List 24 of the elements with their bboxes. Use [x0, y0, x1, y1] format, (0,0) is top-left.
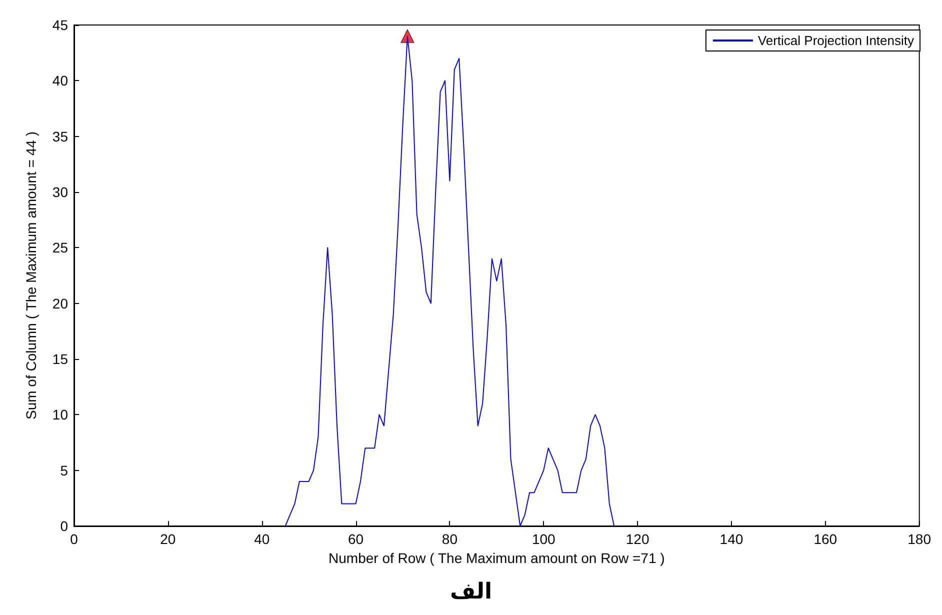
y-tick-label: 40 [52, 72, 68, 89]
y-tick-label: 15 [52, 351, 68, 367]
y-axis-title: Sum of Column ( The Maximum amount = 44 ) [23, 131, 39, 420]
x-tick-label: 20 [160, 531, 176, 547]
x-tick-label: 60 [348, 531, 364, 547]
x-tick-label: 120 [626, 531, 650, 547]
x-tick-label: 0 [70, 531, 78, 547]
y-tick-label: 10 [52, 406, 68, 423]
y-tick-label: 30 [52, 184, 68, 200]
y-tick-label: 45 [52, 17, 68, 33]
x-tick-label: 140 [720, 531, 744, 547]
y-tick-label: 25 [52, 240, 68, 256]
y-tick-label: 20 [52, 295, 68, 312]
legend-label: Vertical Projection Intensity [758, 33, 914, 48]
y-tick-label: 5 [60, 462, 68, 478]
x-tick-label: 40 [254, 531, 270, 547]
x-axis-title: Number of Row ( The Maximum amount on Row =71 ) [328, 550, 665, 566]
y-tick-label: 0 [60, 518, 68, 534]
text: الف [450, 580, 492, 604]
x-tick-label: 80 [442, 531, 458, 547]
x-tick-label: 160 [814, 531, 838, 547]
x-tick-label: 180 [908, 531, 932, 547]
y-tick-label: 35 [52, 128, 68, 144]
x-tick-label: 100 [532, 531, 556, 547]
